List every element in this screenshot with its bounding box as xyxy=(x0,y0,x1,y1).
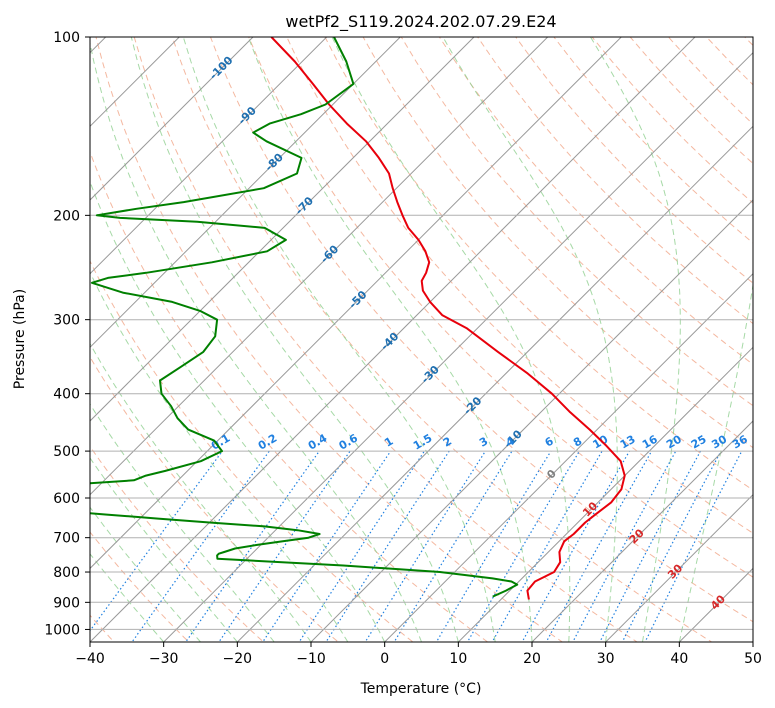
isotherm-lines xyxy=(0,10,753,654)
isotherm-line xyxy=(90,37,402,349)
moist-adiabat-line xyxy=(442,37,618,642)
isotherm-line xyxy=(90,37,549,496)
x-tick-label: 40 xyxy=(670,651,688,667)
moist-adiabat-line xyxy=(90,506,201,642)
temperature-profile-line xyxy=(270,37,626,600)
isotherm-line xyxy=(0,10,59,654)
dry-adiabat-line xyxy=(90,356,339,642)
y-tick-label: 300 xyxy=(53,313,80,329)
dry-adiabat-line xyxy=(209,37,753,623)
y-tick-label: 200 xyxy=(53,208,80,224)
isotherm-line xyxy=(236,125,753,642)
y-tick-label: 800 xyxy=(53,565,80,581)
dry-adiabat-line xyxy=(133,37,638,642)
y-axis: 100 200 300 400 500 600 700 800 900 1000 xyxy=(44,30,90,638)
x-tick-label: 10 xyxy=(449,651,467,667)
isotherm-line xyxy=(90,37,475,422)
x-tick-label: −10 xyxy=(296,651,326,667)
y-tick-label: 400 xyxy=(53,387,80,403)
y-tick-label: 700 xyxy=(53,531,80,547)
plot-frame xyxy=(89,36,754,643)
isotherm-line xyxy=(531,420,753,642)
isotherm-line xyxy=(383,272,753,642)
isotherm-line xyxy=(90,37,254,201)
chart-title: wetPf2_S119.2024.202.07.29.E24 xyxy=(285,12,556,32)
x-tick-label: 30 xyxy=(597,651,615,667)
isotherm-line xyxy=(90,37,328,275)
dry-adiabat-line xyxy=(90,150,489,642)
moist-adiabat-line xyxy=(678,282,753,642)
x-tick-label: 50 xyxy=(744,651,762,667)
dry-adiabat-line xyxy=(95,37,564,642)
isotherm-line xyxy=(310,199,753,642)
dry-adiabat-line xyxy=(90,531,190,642)
x-tick-label: 20 xyxy=(523,651,541,667)
x-tick-label: −20 xyxy=(223,651,253,667)
y-tick-label: 500 xyxy=(53,444,80,460)
moist-adiabat-line xyxy=(90,403,275,642)
isotherm-line xyxy=(90,37,181,128)
y-tick-label: 900 xyxy=(53,595,80,611)
y-axis-label: Pressure (hPa) xyxy=(12,289,28,389)
moist-adiabat-line xyxy=(130,37,459,642)
moist-adiabat-line xyxy=(90,40,422,642)
dry-adiabat-line xyxy=(248,37,753,578)
y-tick-label: 1000 xyxy=(44,622,80,638)
x-axis-label: Temperature (°C) xyxy=(360,681,482,697)
isobar-gridlines xyxy=(90,37,753,630)
moist-adiabat-line xyxy=(90,457,238,642)
dry-adiabat-line xyxy=(515,37,753,284)
isotherm-line xyxy=(90,37,696,642)
moist-adiabat-line xyxy=(590,37,681,642)
isotherm-line xyxy=(162,51,753,642)
moist-adiabat-line xyxy=(90,553,165,642)
plot-area: -100-90-80-70-60-50-40-30-20-10010203040… xyxy=(0,10,775,654)
isotherm-line xyxy=(604,493,753,642)
x-axis: −40 −30 −20 −10 0 10 20 30 40 50 xyxy=(75,642,762,667)
dry-adiabat-line xyxy=(171,37,713,642)
dewpoint-profile-line xyxy=(90,37,519,598)
profiles xyxy=(90,37,626,600)
moist-adiabat-line xyxy=(247,37,533,642)
plot-background xyxy=(90,37,753,642)
dry-adiabat-line xyxy=(362,37,753,449)
y-tick-label: 100 xyxy=(53,30,80,46)
moist-adiabat-line xyxy=(331,37,571,642)
x-tick-label: −40 xyxy=(75,651,105,667)
isotherm-line xyxy=(90,37,623,570)
x-tick-label: 0 xyxy=(380,651,389,667)
x-tick-label: −30 xyxy=(149,651,179,667)
dry-adiabat-line xyxy=(324,37,753,491)
dry-adiabat-line xyxy=(90,445,265,642)
y-tick-label: 600 xyxy=(53,491,80,507)
dry-adiabat-line xyxy=(756,10,775,654)
isotherm-line xyxy=(457,346,753,642)
